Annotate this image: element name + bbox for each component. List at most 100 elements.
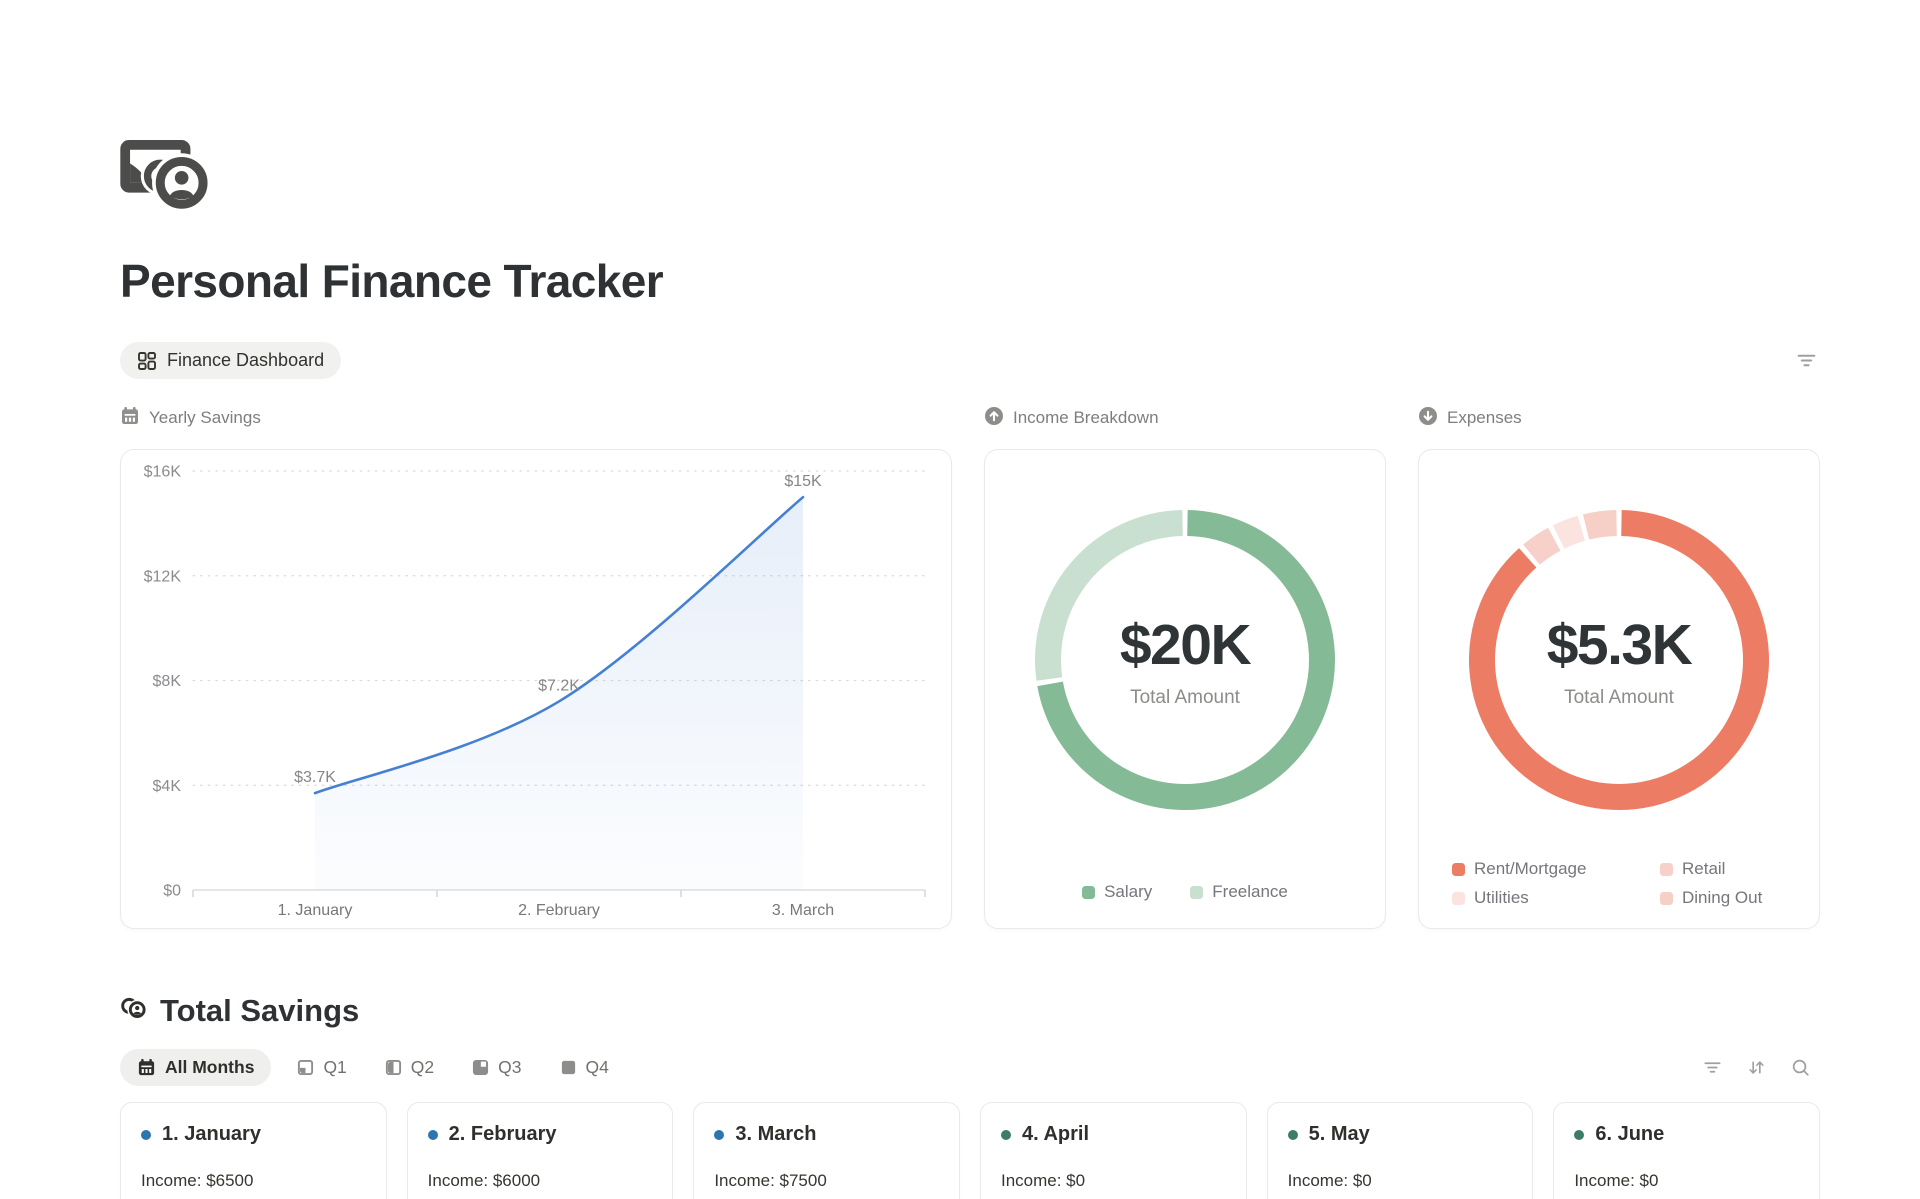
month-status-ring-icon [1000,1129,1011,1140]
donut-segment-utilities[interactable] [1552,515,1585,549]
calendar-icon [120,406,140,431]
tab-label: All Months [165,1057,255,1077]
filter-icon[interactable] [1792,347,1820,375]
month-card-header: 1. January [141,1123,366,1146]
savings-toolbar-icons [1698,1054,1814,1082]
tab-q3[interactable]: Q3 [460,1049,533,1086]
expenses-chart-card[interactable]: $5.3K Total Amount Rent/Mortgage Retail Ut… [1418,449,1820,929]
page-title: Personal Finance Tracker [120,255,664,307]
month-card-2-february[interactable]: 2. February Income: $6000 [406,1102,674,1199]
month-card-5-may[interactable]: 5. May Income: $0 [1266,1102,1534,1199]
svg-text:$7.2K: $7.2K [538,677,580,694]
chart-title: Income Breakdown [1013,408,1159,427]
month-card-header: 3. March [714,1123,939,1146]
month-card-header: 4. April [1000,1123,1226,1146]
month-card-header: 5. May [1287,1123,1513,1146]
income-breakdown-chart-card[interactable]: $20K Total Amount Salary Freelance [984,449,1386,929]
svg-text:$15K: $15K [784,473,822,490]
tab-all-months[interactable]: All Months [120,1049,272,1086]
donut-segment-dining-out[interactable] [1582,510,1617,540]
income-breakdown-column: Income Breakdown $20K Total Amount Salar… [984,406,1386,929]
month-status-ring-icon [1287,1129,1298,1140]
chart-label-yearly-savings: Yearly Savings [120,406,952,431]
month-status-ring-icon [1574,1129,1585,1140]
view-tab-finance-dashboard[interactable]: Finance Dashboard [120,342,342,379]
expenses-donut-chart [1419,450,1819,820]
month-card-income: Income: $6500 [141,1171,254,1190]
search-icon[interactable] [1786,1054,1814,1082]
savings-toolbar: All Months Q1 Q2 Q3 Q4 [120,1049,1820,1086]
filter-icon[interactable] [1698,1054,1726,1082]
month-card-header: 2. February [427,1123,653,1146]
donut-segment-retail[interactable] [1523,527,1561,565]
month-card-4-april[interactable]: 4. April Income: $0 [979,1102,1247,1199]
legend-item-rent-mortgage[interactable]: Rent/Mortgage [1452,859,1622,879]
legend-item-retail[interactable]: Retail [1660,859,1786,879]
svg-text:$16K: $16K [144,464,182,481]
tab-label: Q2 [410,1057,435,1077]
view-tab-label: Finance Dashboard [167,350,325,370]
tab-label: Q3 [498,1057,522,1077]
donut-segment-freelance[interactable] [1035,510,1183,681]
chart-title: Expenses [1447,408,1522,427]
month-status-ring-icon [427,1129,438,1140]
svg-text:$8K: $8K [153,673,182,690]
tab-label: Q1 [323,1057,347,1077]
svg-text:$3.7K: $3.7K [294,769,336,786]
tab-q4[interactable]: Q4 [548,1049,621,1086]
month-status-ring-icon [714,1129,725,1140]
total-savings-heading: Total Savings [120,993,1820,1029]
month-card-title: 5. May [1308,1123,1370,1145]
month-card-3-march[interactable]: 3. March Income: $7500 [693,1102,960,1199]
month-status-ring-icon [141,1129,151,1140]
page: Personal Finance Tracker Finance Dashboa… [120,0,1820,1199]
legend-label: Dining Out [1682,888,1763,907]
legend-label: Salary [1104,882,1153,901]
tab-q2[interactable]: Q2 [373,1049,446,1086]
svg-text:3. March: 3. March [772,902,834,919]
legend-item-salary[interactable]: Salary [1082,882,1152,902]
month-card-title: 3. March [735,1123,817,1145]
legend-label: Retail [1682,859,1726,878]
expenses-column: Expenses $5.3K Total Amount Rent/Mortgag… [1418,406,1820,929]
view-toolbar: Finance Dashboard [120,342,1820,379]
svg-text:2. February: 2. February [518,902,600,919]
legend-item-freelance[interactable]: Freelance [1190,882,1288,902]
legend-swatch-icon [1660,891,1673,905]
chart-label-expenses: Expenses [1418,406,1820,429]
month-card-income: Income: $7500 [714,1171,827,1190]
sort-icon[interactable] [1742,1054,1770,1082]
tab-q1[interactable]: Q1 [285,1049,358,1086]
legend-item-dining-out[interactable]: Dining Out [1660,888,1786,908]
chart-title: Yearly Savings [149,408,261,427]
q3-icon [472,1059,489,1076]
tab-label: Q4 [585,1057,609,1077]
money-coin-icon [120,140,218,214]
month-card-6-june[interactable]: 6. June Income: $0 [1553,1102,1820,1199]
month-card-income: Income: $0 [1574,1171,1659,1190]
month-tabs: All Months Q1 Q2 Q3 Q4 [120,1049,621,1086]
month-card-title: 6. June [1595,1123,1665,1145]
month-cards-grid: 1. January Income: $6500 2. February Income… [120,1102,1820,1199]
month-card-1-january[interactable]: 1. January Income: $6500 [120,1102,387,1199]
legend-label: Rent/Mortgage [1474,859,1587,878]
legend-label: Utilities [1474,888,1529,907]
q1-icon [297,1059,314,1076]
donut-segment-rent-mortgage[interactable] [1469,510,1769,810]
total-savings-title: Total Savings [160,993,360,1028]
month-card-income: Income: $0 [1287,1171,1372,1190]
month-card-title: 2. February [448,1123,557,1145]
legend-swatch-icon [1452,862,1465,876]
yearly-savings-chart-card[interactable]: $0 $4K $8K $12K $16K $3.7K $7.2K $15K 1. January… [120,449,952,929]
income-donut-chart [985,450,1385,820]
svg-text:$4K: $4K [153,778,182,795]
month-card-income: Income: $0 [1000,1171,1086,1190]
month-card-income: Income: $6000 [427,1171,541,1190]
income-legend: Salary Freelance [985,882,1385,902]
legend-swatch-icon [1190,885,1204,899]
q2-icon [385,1059,402,1076]
svg-text:1. January: 1. January [278,902,353,919]
legend-swatch-icon [1082,885,1096,899]
calendar-icon [137,1058,156,1077]
legend-item-utilities[interactable]: Utilities [1452,888,1622,908]
